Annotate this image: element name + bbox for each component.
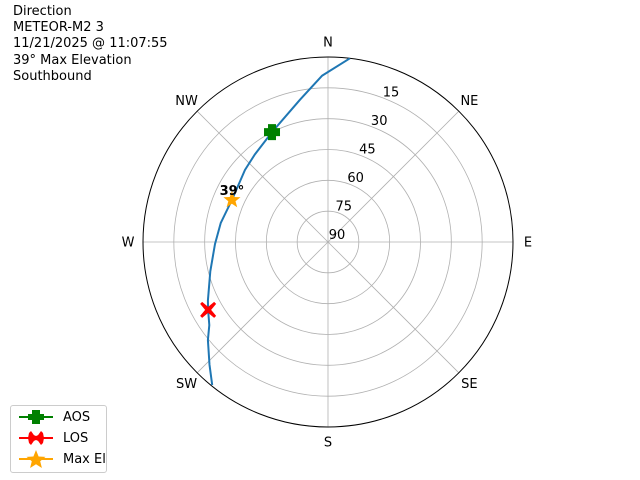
elevation-tick-label: 90: [329, 228, 346, 243]
elevation-tick-label: 15: [383, 86, 400, 101]
grid-spoke: [196, 110, 329, 243]
legend-item-aos: AOS: [19, 407, 90, 427]
chart-title: Direction METEOR-M2 3 11/21/2025 @ 11:07…: [13, 4, 168, 85]
star-icon: [19, 450, 53, 468]
elevation-tick-label: 60: [347, 171, 364, 186]
outer-ring: [142, 56, 514, 428]
direction-label: S: [324, 436, 332, 451]
legend-label: LOS: [63, 430, 89, 446]
title-line: 39° Max Elevation: [13, 52, 132, 68]
direction-label: NE: [460, 94, 478, 109]
legend-item-max-el: Max El: [19, 449, 106, 469]
grid-spoke: [327, 110, 460, 243]
max-elevation-annotation: 39°: [220, 184, 245, 199]
x-icon: [19, 431, 53, 445]
title-line: Direction: [13, 4, 72, 19]
grid-spoke: [327, 241, 460, 374]
legend-label: Max El: [63, 451, 106, 467]
title-line: METEOR-M2 3: [13, 20, 104, 36]
elevation-tick-label: 45: [359, 143, 376, 158]
legend-item-los: LOS: [19, 428, 88, 448]
elevation-tick-label: 75: [336, 200, 353, 215]
direction-label: E: [524, 236, 532, 251]
marker-aos: [264, 124, 281, 141]
marker-max-el: [223, 191, 241, 208]
direction-label: NW: [175, 94, 198, 109]
pass-track-line: [206, 57, 351, 386]
grid-spoke: [196, 241, 329, 374]
legend: AOS LOS Max El: [10, 405, 107, 473]
direction-label: SW: [176, 377, 197, 392]
direction-label: SE: [461, 377, 477, 392]
elevation-tick-label: 30: [371, 114, 388, 129]
title-line: 11/21/2025 @ 11:07:55: [13, 36, 168, 52]
direction-label: W: [122, 236, 135, 251]
direction-label: N: [323, 36, 333, 51]
legend-label: AOS: [63, 409, 91, 425]
title-line: Southbound: [13, 68, 92, 84]
plus-icon: [19, 410, 53, 424]
marker-los: [200, 301, 217, 318]
